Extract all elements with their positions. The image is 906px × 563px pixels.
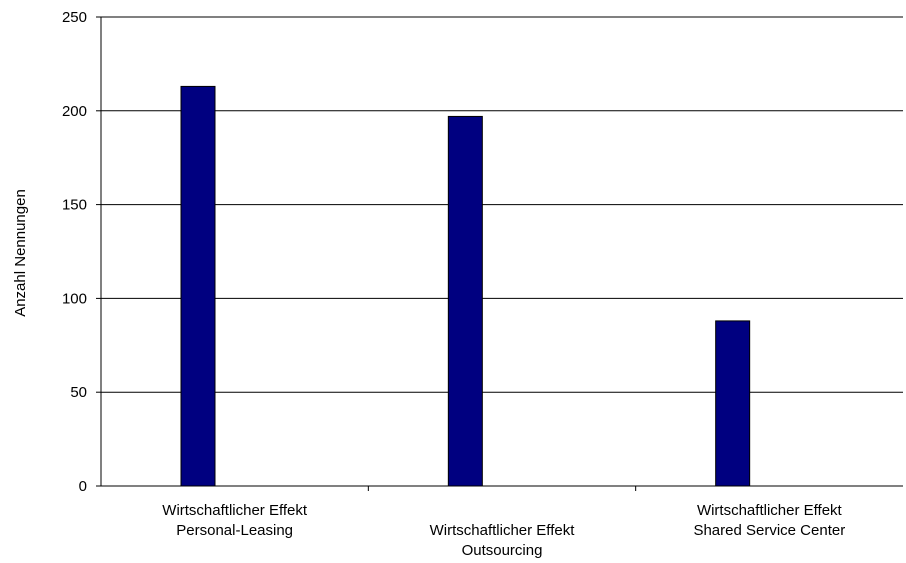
category-label-line: Wirtschaftlicher Effekt	[430, 522, 576, 539]
category-label-line: Outsourcing	[462, 542, 543, 559]
category-label: Wirtschaftlicher Effekt Personal-Leasing	[162, 502, 308, 539]
y-tick-label: 250	[62, 9, 87, 26]
bar	[180, 85, 216, 487]
y-tick-label: 100	[62, 290, 87, 307]
y-tick-label: 0	[79, 478, 87, 495]
bars	[180, 85, 751, 487]
gridlines	[96, 16, 903, 491]
category-label-line: Personal-Leasing	[176, 522, 293, 539]
axes	[100, 17, 903, 487]
y-tick-labels: 0 50 100 150 200 250	[62, 9, 87, 495]
category-label-line: Shared Service Center	[693, 522, 845, 539]
y-tick-label: 150	[62, 197, 87, 214]
category-label-line: Wirtschaftlicher Effekt	[697, 502, 843, 519]
y-axis-title: Anzahl Nennungen	[12, 189, 29, 317]
category-label: Wirtschaftlicher Effekt Outsourcing	[430, 522, 576, 559]
category-labels: Wirtschaftlicher Effekt Personal-Leasing W…	[162, 502, 845, 559]
category-label-line: Wirtschaftlicher Effekt	[162, 502, 308, 519]
bar	[447, 115, 483, 487]
y-tick-label: 50	[70, 384, 87, 401]
bar	[715, 320, 751, 487]
y-tick-label: 200	[62, 103, 87, 120]
category-label: Wirtschaftlicher Effekt Shared Service Ce…	[693, 502, 845, 539]
